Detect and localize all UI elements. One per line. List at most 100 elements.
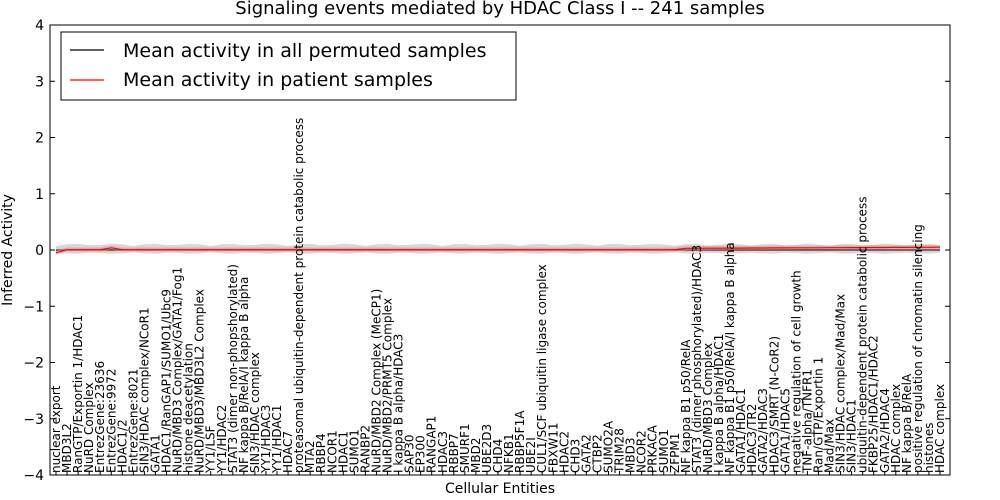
x-tick-label: NF kappa B/RelA/I kappa B alpha: [237, 277, 251, 473]
y-tick-label: 0: [35, 243, 44, 259]
x-tick-label: EntrezGene:8021: [126, 369, 140, 474]
y-tick-label: 3: [35, 74, 44, 90]
legend-box: [60, 31, 517, 101]
x-tick-label: MBD3: [624, 438, 638, 473]
y-tick-label: −3: [23, 412, 44, 428]
x-tick-label: YY1/LSF: [204, 425, 218, 474]
x-tick-label: ubiquitin-dependent protein catabolic pr…: [856, 197, 870, 473]
x-tick-label: CHD4: [491, 439, 505, 473]
x-tick-label: EP300: [414, 435, 428, 473]
x-tick-label: HDAC complex: [933, 384, 947, 473]
x-tick-label: NF kappa B1 p50/RelA: [679, 339, 693, 473]
x-tick-label: SMURF1: [458, 423, 472, 473]
x-tick-label: histone deacetylation: [182, 343, 196, 473]
x-tick-label: STAT3 (dimer phosphorylated)/HDAC3: [690, 245, 704, 473]
x-tick-label: YY1/HDAC2: [215, 405, 229, 474]
x-tick-label: MTA2: [303, 440, 317, 473]
x-tick-label: YY1/HDAC3: [259, 405, 273, 474]
x-tick-label: NCOR1: [325, 430, 339, 473]
x-tick-label: CTBP2: [590, 434, 604, 473]
x-tick-label: GATA1: [148, 434, 162, 473]
x-tick-label: GATA2: [579, 434, 593, 473]
x-tick-label: nuclear export: [49, 385, 63, 473]
x-tick-label: ZFPM1: [668, 433, 682, 473]
x-tick-label: HDAC2: [557, 431, 571, 473]
x-tick-label: SUMO1: [347, 429, 361, 473]
x-tick-label: FBXW11: [546, 423, 560, 474]
x-tick-label: HDAC1/2: [115, 419, 129, 473]
x-tick-label: MBD3L2: [60, 423, 74, 473]
x-tick-label: TRIM28: [613, 428, 627, 474]
y-tick-label: 2: [35, 131, 44, 147]
x-tick-label: negative regulation of cell growth: [789, 270, 803, 473]
x-tick-label: HDAC3/TR2: [745, 404, 759, 473]
x-tick-label: NuRD/MBD3 Complex: [701, 343, 715, 473]
x-tick-label: YY1/HDAC1: [270, 405, 284, 474]
x-tick-label: proteasomal ubiquitin-dependent protein …: [292, 118, 306, 473]
x-tick-label: SAP30: [403, 434, 417, 473]
y-tick-label: −4: [23, 468, 44, 484]
x-tick-label: CHD3: [568, 439, 582, 473]
x-tick-label: NuRD/MBD2 Complex (MeCP1): [369, 289, 383, 473]
x-tick-label: HDAC1: [336, 431, 350, 473]
x-tick-label: GATA2/HDAC3: [756, 388, 770, 473]
x-tick-label: NF kappa B/RelA: [900, 373, 914, 473]
x-tick-label: STAT3 (dimer non-phopshorylated): [226, 264, 240, 473]
x-tick-label: SIN3/HDAC complex/Mad/Max: [834, 294, 848, 473]
x-tick-label: PRKACA: [646, 424, 660, 473]
x-tick-label: NFKB1: [502, 433, 516, 473]
legend-label-patient: Mean activity in patient samples: [123, 69, 433, 91]
y-tick-label: 4: [35, 18, 44, 34]
x-tick-label: FKBP25/HDAC1/HDAC2: [867, 335, 881, 473]
x-tick-label: GATA2/HDAC4: [878, 388, 892, 473]
x-tick-label: RanGTP/Exportin 1/HDAC1: [71, 315, 85, 473]
x-tick-label: NuRD/MBD3 Complex/GATA1/Fog1: [171, 267, 185, 473]
x-tick-label: RBBP4: [314, 433, 328, 473]
x-tick-label: UBE2I: [524, 437, 538, 473]
x-tick-label: NCOR2: [635, 430, 649, 473]
x-tick-label: Mad/Max: [823, 419, 837, 473]
y-axis: −4 −3 −2 −1 0 1 2 3 4: [23, 18, 950, 484]
y-axis-label: Inferred Activity: [0, 194, 16, 306]
x-tick-label: RANGAP1: [425, 416, 439, 473]
y-tick-label: 1: [35, 187, 44, 203]
x-tick-label: I kappa B alpha/HDAC3: [392, 334, 406, 473]
x-tick-label: UBE2D3: [480, 424, 494, 473]
x-axis-label: Cellular Entities: [445, 481, 555, 497]
x-tick-label: HDAC3: [436, 431, 450, 473]
x-tick-label: EntrezGene:23636: [93, 361, 107, 473]
x-tick-label: SUMO2A: [602, 420, 616, 473]
x-tick-label: MBD2: [469, 438, 483, 473]
x-tick-label: NuRD/MBD3/MBD3L2 Complex: [193, 289, 207, 473]
x-tick-label: HDAC7: [281, 431, 295, 473]
x-tick-label: HDAC3/SMRT (N-CoR2): [767, 336, 781, 473]
x-tick-label: histones: [922, 423, 936, 473]
x-tick-label: SIN3/HDAC complex: [248, 352, 262, 473]
x-tick-label: NuRD/MBD2/PRMT5 Complex: [381, 298, 395, 473]
series-line-patient: [55, 246, 941, 254]
x-tick-label: GATA1/HDAC5: [778, 388, 792, 473]
y-tick-label: −1: [23, 299, 44, 315]
x-tick-label: CUL1/SCF ubiquitin ligase complex: [535, 264, 549, 473]
x-tick-label: SUMO1: [657, 429, 671, 473]
x-tick-label: RBBP7: [447, 433, 461, 473]
x-tick-label: GATA1/HDAC1: [734, 388, 748, 473]
legend-label-permuted: Mean activity in all permuted samples: [123, 40, 486, 62]
x-tick-label: SIN3/HDAC complex/NCoR1: [137, 307, 151, 473]
x-tick-label: TNF-alpha/TNFR1: [800, 369, 814, 474]
x-tick-label: HDAC complex: [889, 384, 903, 473]
x-tick-label: SIN3/HDAC1: [845, 399, 859, 473]
x-tick-label: Ran/GTP/Exportin 1: [811, 357, 825, 473]
x-tick-label: NF kappa B1 p50/RelA/I kappa B alpha: [723, 242, 737, 473]
x-tick-label: RBBP5F1A: [513, 410, 527, 473]
x-tick-label: HDAC1/RanGAP1/SUMO1/Ubc9: [160, 289, 174, 473]
x-tick-label: EntrezGene:9972: [104, 369, 118, 474]
chart-title: Signaling events mediated by HDAC Class …: [235, 0, 764, 19]
y-tick-label: −2: [23, 356, 44, 372]
x-tick-label: NuRD Complex: [82, 382, 96, 473]
legend: Mean activity in all permuted samples Me…: [60, 31, 517, 101]
x-tick-label: RANBP2: [358, 425, 372, 473]
x-tick-label: positive regulation of chromatin silenci…: [911, 224, 925, 473]
